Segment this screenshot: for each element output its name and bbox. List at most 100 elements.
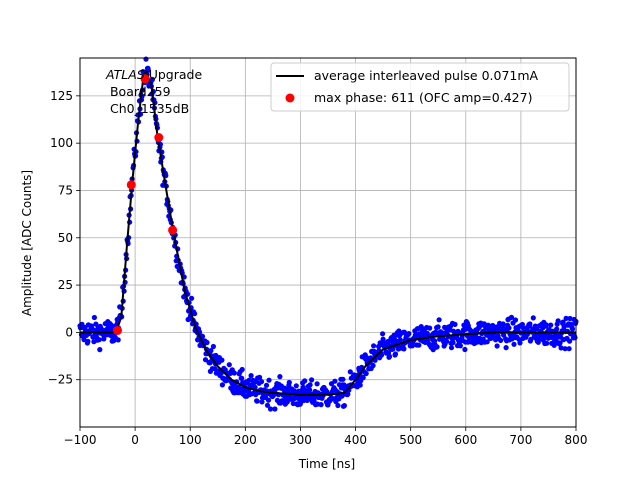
scatter-point: [91, 314, 97, 321]
y-tick-label: −25: [48, 373, 73, 387]
scatter-point: [267, 406, 274, 412]
y-tick-label: 100: [50, 136, 73, 150]
y-axis-label: Amplitude [ADC Counts]: [20, 170, 34, 316]
annotation-line2: Board259: [106, 84, 171, 99]
scatter-point: [380, 336, 386, 342]
scatter-point: [401, 346, 407, 352]
legend-marker-swatch: [285, 93, 295, 103]
scatter-point: [498, 337, 504, 343]
annotation-box: ATLAS Upgrade Board259 Ch0_1535dB: [105, 67, 202, 116]
scatter-point: [555, 318, 561, 324]
scatter-point: [432, 338, 438, 344]
scatter-point: [246, 377, 252, 383]
scatter-point: [143, 56, 149, 62]
scatter-point: [340, 376, 346, 382]
scatter-point: [572, 335, 578, 341]
scatter-point: [307, 387, 313, 393]
scatter-point: [506, 325, 512, 331]
scatter-point: [263, 382, 270, 388]
scatter-point: [484, 339, 490, 345]
scatter-point: [277, 374, 283, 380]
scatter-point: [543, 322, 549, 328]
scatter-point: [448, 345, 455, 351]
scatter-point: [347, 369, 353, 375]
scatter-point: [231, 370, 237, 376]
axis-ticks: −100 0 100 200 300 400 500 600 700 800 −25 0 25 50 75 1…: [48, 89, 588, 447]
legend-entry-average: average interleaved pulse 0.071mA: [314, 68, 539, 83]
scatter-point: [81, 337, 87, 343]
legend-frame: [270, 62, 570, 112]
scatter-point: [500, 321, 506, 327]
annotation-line3: Ch0_1535dB: [106, 101, 189, 116]
scatter-point: [563, 315, 569, 321]
x-tick-label: 500: [399, 433, 422, 447]
x-tick-label: 700: [509, 433, 532, 447]
scatter-point: [85, 338, 91, 344]
scatter-point: [548, 322, 554, 328]
scatter-point: [219, 357, 225, 363]
scatter-point: [511, 341, 517, 347]
scatter-point: [434, 344, 440, 350]
scatter-point: [462, 346, 468, 353]
scatter-point: [248, 373, 254, 379]
scatter-point: [357, 382, 363, 388]
annotation-upgrade: Upgrade: [145, 67, 203, 82]
scatter-point: [314, 381, 320, 387]
scatter-point: [452, 321, 458, 327]
scatter-point: [363, 370, 369, 377]
scatter-point: [101, 336, 107, 342]
x-tick-label: 200: [234, 433, 257, 447]
average-pulse-line: [80, 70, 576, 396]
scatter-point: [567, 338, 573, 344]
scatter-point: [501, 332, 507, 338]
scatter-point: [562, 346, 568, 352]
scatter-point: [512, 317, 519, 323]
scatter-point: [309, 377, 315, 383]
scatter-point: [508, 314, 515, 320]
scatter-point: [302, 378, 308, 384]
scatter-point: [528, 336, 534, 342]
scatter-point: [332, 378, 338, 384]
plot-frame: [79, 57, 577, 428]
scatter-point: [286, 379, 292, 386]
scatter-point: [189, 295, 195, 301]
scatter-point: [149, 76, 155, 83]
scatter-point: [341, 403, 347, 409]
scatter-point: [293, 383, 299, 389]
max-phase-marker: [140, 74, 150, 84]
legend: average interleaved pulse 0.071mA max ph…: [270, 62, 570, 112]
scatter-point: [97, 347, 103, 353]
scatter-point: [397, 337, 403, 343]
y-tick-label: 75: [58, 183, 73, 197]
scatter-point: [335, 402, 341, 409]
scatter-point: [557, 340, 563, 346]
y-tick-label: 50: [58, 231, 73, 245]
x-tick-label: 0: [131, 433, 139, 447]
scatter-point: [266, 377, 272, 383]
scatter-point: [226, 362, 232, 368]
scatter-point: [254, 398, 260, 404]
scatter-point: [258, 379, 265, 385]
scatter-point: [527, 321, 533, 327]
x-tick-label: 300: [289, 433, 312, 447]
y-tick-label: 125: [50, 89, 73, 103]
scatter-point: [416, 342, 422, 348]
scatter-point: [96, 337, 102, 343]
scatter-point: [208, 348, 214, 354]
x-axis-label: Time [ns]: [298, 457, 355, 471]
scatter-point: [457, 343, 463, 349]
annotation-line1: ATLAS Upgrade: [105, 67, 202, 82]
scatter-point: [219, 382, 225, 388]
scatter-point: [192, 311, 198, 317]
scatter-point: [436, 317, 442, 323]
scatter-point: [409, 343, 415, 349]
scatter-point: [406, 331, 412, 337]
scatter-point: [566, 346, 572, 352]
scatter-point: [503, 345, 509, 351]
x-tick-label: 600: [454, 433, 477, 447]
scatter-point: [427, 325, 433, 331]
scatter-point: [517, 340, 523, 346]
scatter-point: [204, 339, 210, 346]
scatter-point: [558, 345, 564, 351]
